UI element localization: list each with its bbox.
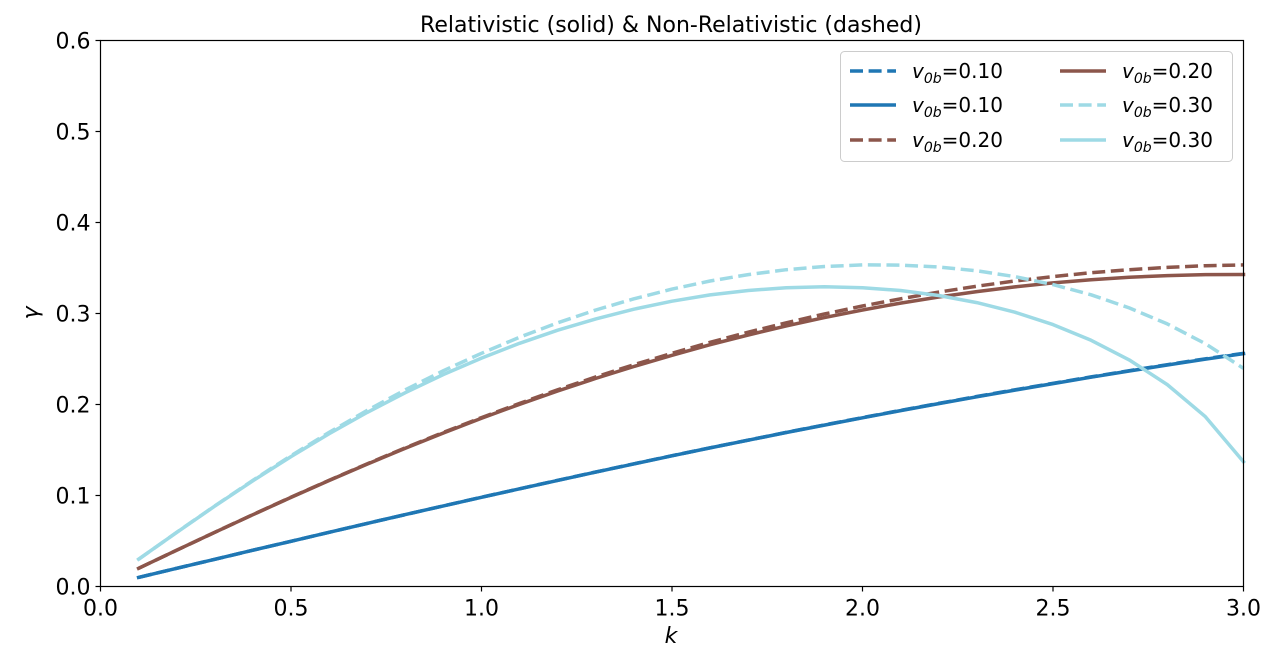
series-line-solid-0_30 [136,284,1246,562]
y-tick-label: 0.0 [56,576,91,601]
y-tick-label: 0.1 [56,485,91,510]
chart-title: Relativistic (solid) & Non-Relativistic … [420,13,922,38]
legend-label: v0b=0.10 [912,93,1003,121]
series-line-dashed-0_30 [137,263,1245,561]
x-tick-label: 2.5 [1036,597,1071,622]
y-tick-label: 0.3 [56,303,91,328]
y-axis-label: γ [19,306,44,320]
series-layer [136,263,1246,580]
legend-label: v0b=0.20 [912,128,1003,156]
y-tick-label: 0.6 [56,30,91,55]
y-tick-label: 0.5 [56,121,91,146]
x-tick-label: 0.0 [83,597,118,622]
series-line-dashed-0_10 [138,351,1244,580]
x-axis: 0.0 0.5 1.0 1.5 2.0 2.5 3.0 [83,586,1261,622]
x-tick-label: 1.5 [655,597,690,622]
x-tick-label: 0.5 [274,597,309,622]
x-tick-label: 3.0 [1226,597,1261,622]
legend-label: v0b=0.30 [1122,93,1213,121]
x-axis-label: k [665,624,679,649]
y-tick-label: 0.4 [56,212,91,237]
series-line-dashed-0_20 [137,263,1244,570]
x-tick-label: 1.0 [464,597,499,622]
legend-frame [840,51,1233,162]
y-axis: 0.0 0.1 0.2 0.3 0.4 0.5 0.6 [56,30,101,601]
series-line-solid-0_10 [136,351,1246,580]
legend-label: v0b=0.20 [1122,59,1213,87]
series-line-solid-0_20 [136,272,1246,571]
legend-label: v0b=0.10 [912,59,1003,87]
x-tick-label: 2.0 [845,597,880,622]
legend: v0b=0.10 v0b=0.10 v0b=0.20 v0b=0.20 v0b=0.30… [840,51,1233,162]
legend-label: v0b=0.30 [1122,128,1213,156]
y-tick-label: 0.2 [56,394,91,419]
